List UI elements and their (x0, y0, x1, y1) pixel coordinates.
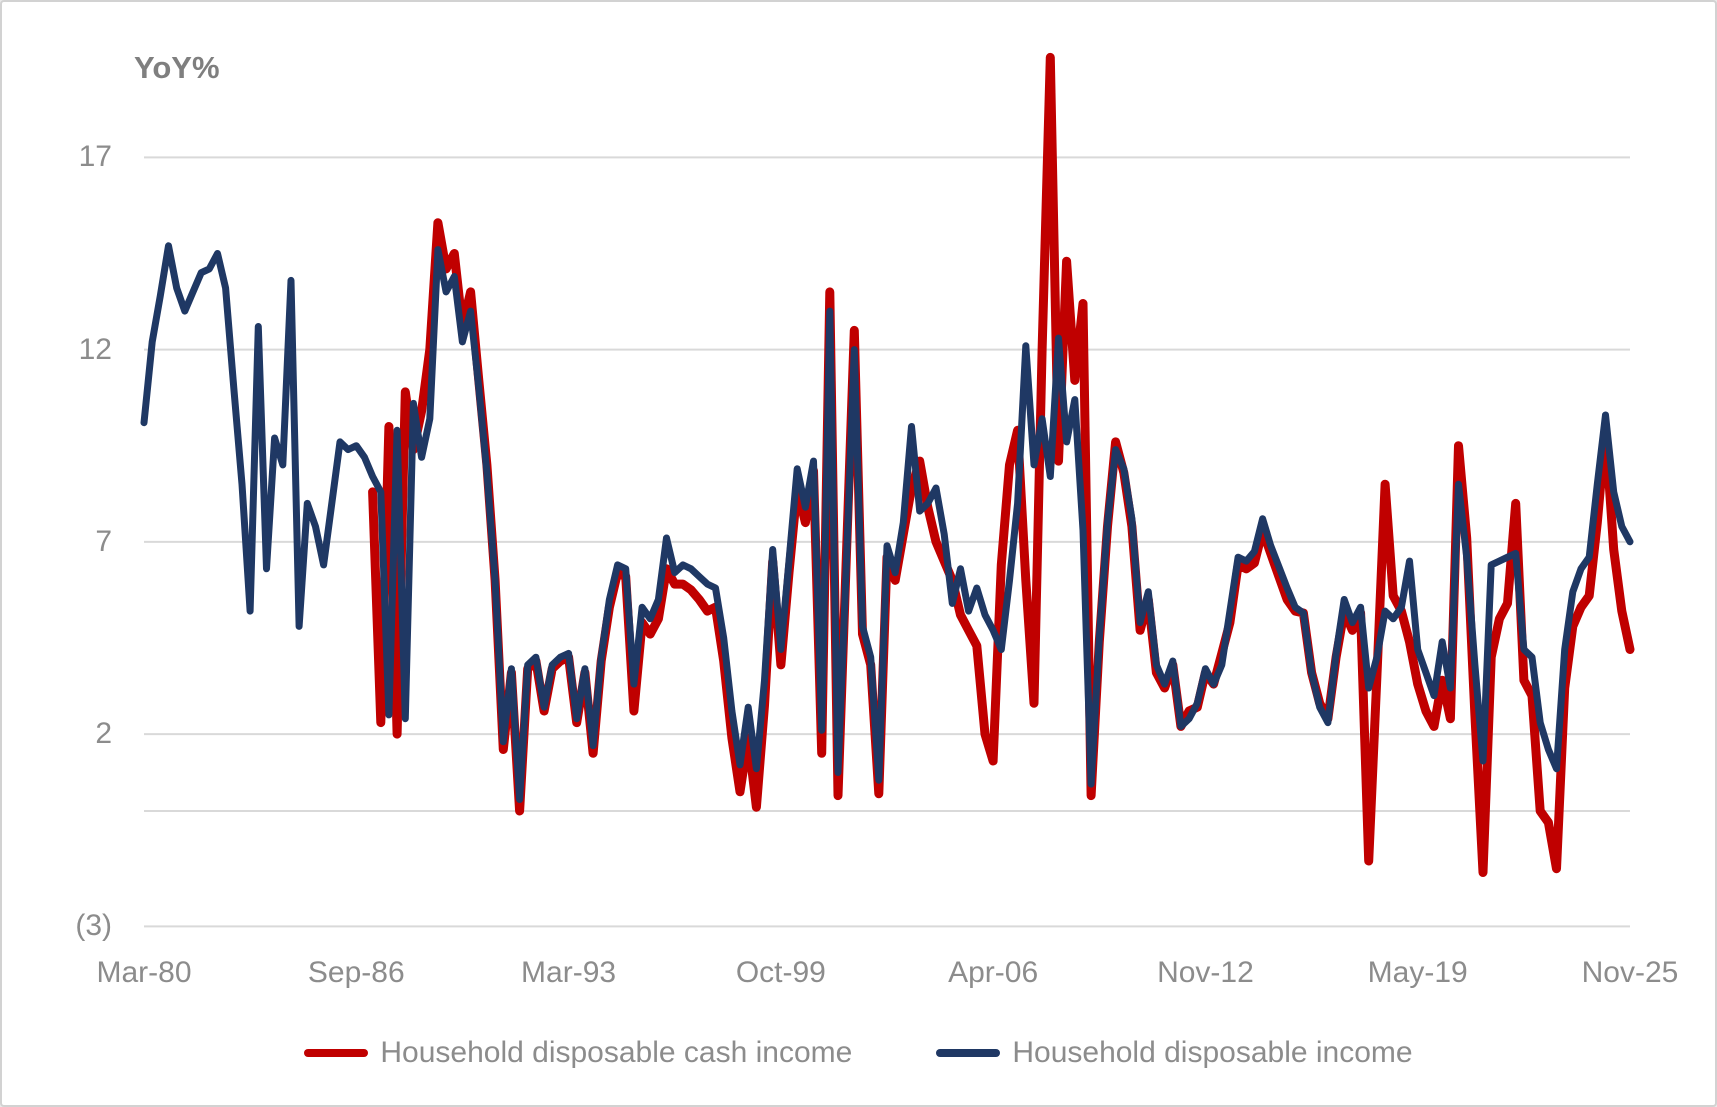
y-tick-label: 17 (78, 140, 112, 174)
y-tick-label: 7 (95, 524, 112, 558)
legend-item: Household disposable cash income (304, 1036, 852, 1070)
series-line-cash-income (368, 52, 1635, 877)
y-tick-label: (3) (75, 909, 112, 943)
legend-swatch (936, 1049, 1001, 1057)
y-axis-title: YoY% (134, 50, 220, 85)
x-tick-label: May-19 (1367, 956, 1468, 989)
legend-item: Household disposable income (936, 1036, 1413, 1070)
x-tick-label: Nov-12 (1157, 956, 1254, 989)
legend-label: Household disposable income (1012, 1036, 1413, 1069)
series-line-income (140, 242, 1634, 803)
legend-label: Household disposable cash income (380, 1036, 853, 1069)
x-tick-label: Mar-93 (521, 956, 617, 989)
x-tick-label: Oct-99 (735, 956, 826, 989)
x-tick-label: Sep-86 (307, 956, 405, 989)
y-tick-label: 2 (95, 717, 112, 751)
legend-swatch (304, 1049, 369, 1057)
x-tick-label: Nov-25 (1581, 956, 1679, 989)
x-tick-label: Mar-80 (96, 956, 192, 989)
gridlines (144, 156, 1630, 928)
x-tick-label: Apr-06 (948, 956, 1039, 989)
y-tick-label: 12 (78, 332, 112, 366)
chart-legend: Household disposable cash income Househol… (2, 1036, 1715, 1070)
